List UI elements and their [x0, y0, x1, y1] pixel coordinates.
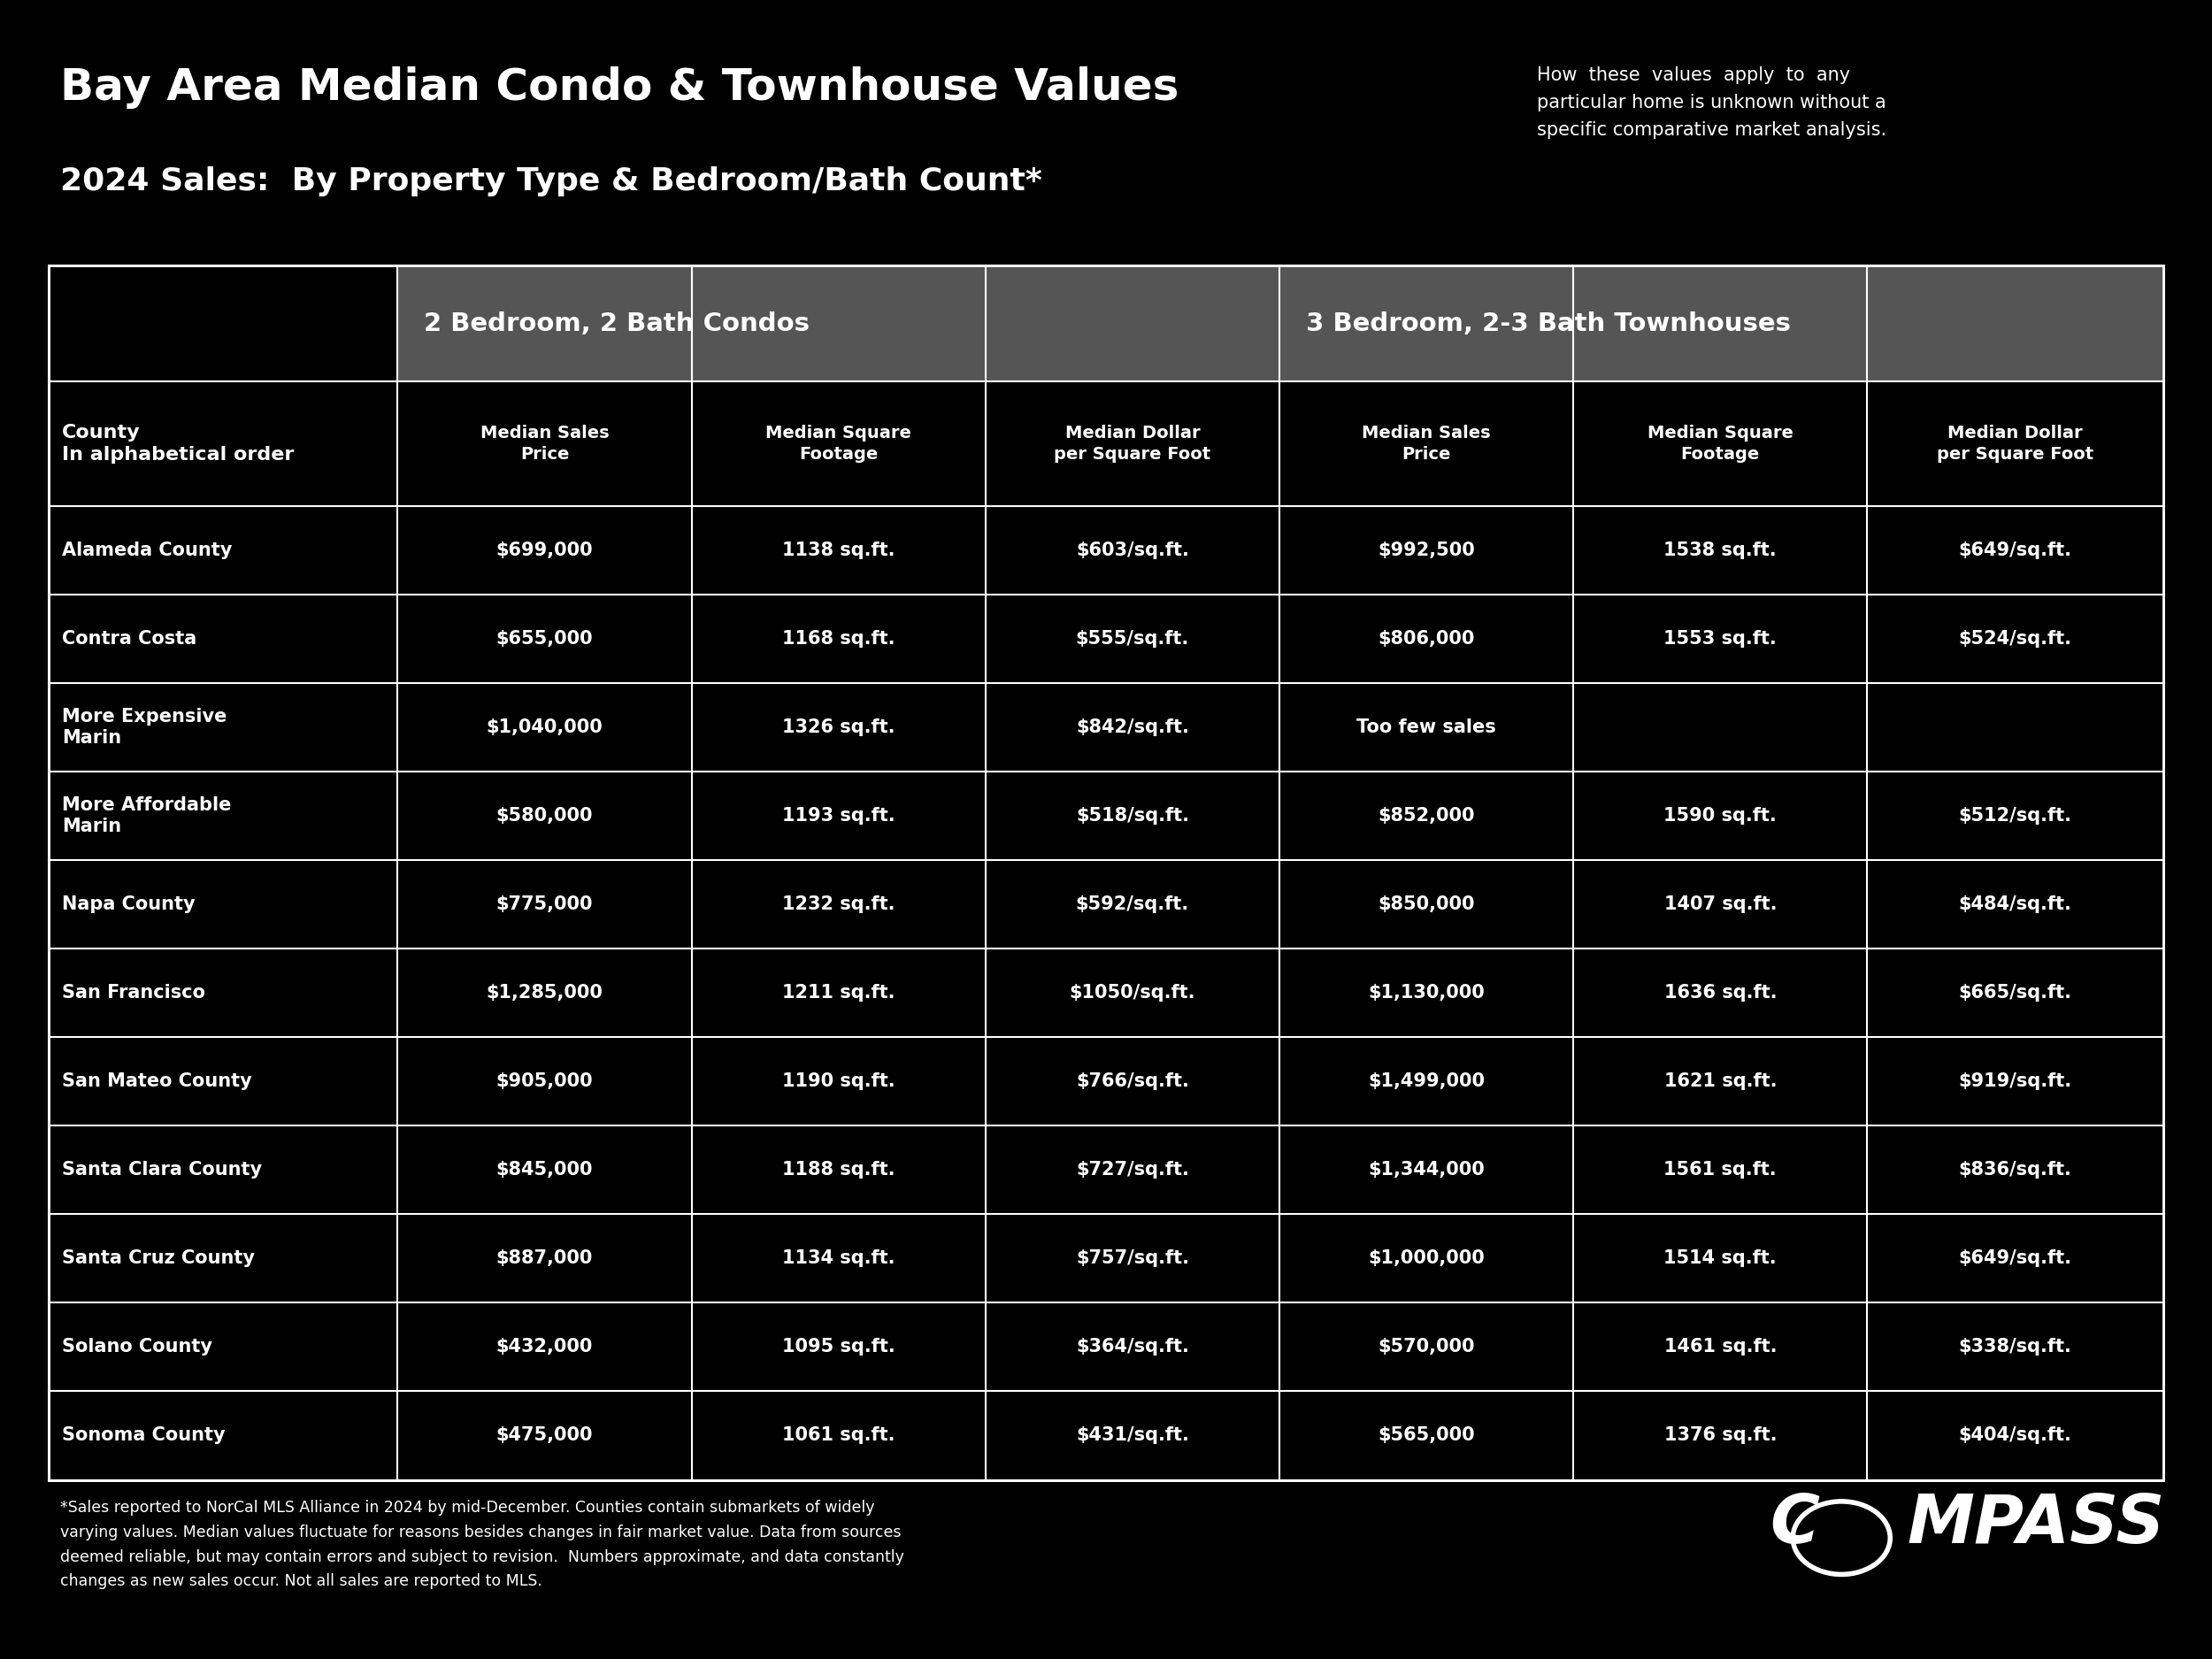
Text: Bay Area Median Condo & Townhouse Values: Bay Area Median Condo & Townhouse Values — [60, 66, 1179, 109]
Text: 1561 sq.ft.: 1561 sq.ft. — [1663, 1161, 1776, 1180]
Text: 1461 sq.ft.: 1461 sq.ft. — [1663, 1339, 1776, 1355]
Text: $518/sq.ft.: $518/sq.ft. — [1075, 806, 1190, 825]
Text: Napa County: Napa County — [62, 896, 195, 912]
Text: $649/sq.ft.: $649/sq.ft. — [1958, 1249, 2073, 1267]
Text: $592/sq.ft.: $592/sq.ft. — [1075, 896, 1190, 912]
Text: $1,344,000: $1,344,000 — [1367, 1161, 1484, 1180]
Text: Median Dollar
per Square Foot: Median Dollar per Square Foot — [1938, 425, 2095, 463]
Text: $836/sq.ft.: $836/sq.ft. — [1960, 1161, 2073, 1180]
Text: 1326 sq.ft.: 1326 sq.ft. — [783, 718, 896, 737]
Text: $484/sq.ft.: $484/sq.ft. — [1960, 896, 2073, 912]
Text: $1,499,000: $1,499,000 — [1367, 1073, 1484, 1090]
Text: Too few sales: Too few sales — [1356, 718, 1495, 737]
Text: *Sales reported to NorCal MLS Alliance in 2024 by mid-December. Counties contain: *Sales reported to NorCal MLS Alliance i… — [60, 1500, 905, 1589]
Text: $852,000: $852,000 — [1378, 806, 1475, 825]
Text: $570,000: $570,000 — [1378, 1339, 1475, 1355]
Text: $475,000: $475,000 — [495, 1427, 593, 1445]
Text: $766/sq.ft.: $766/sq.ft. — [1075, 1073, 1190, 1090]
Text: 1407 sq.ft.: 1407 sq.ft. — [1663, 896, 1776, 912]
Text: $655,000: $655,000 — [495, 630, 593, 647]
Text: Median Sales
Price: Median Sales Price — [1363, 425, 1491, 463]
Text: $1,130,000: $1,130,000 — [1367, 984, 1484, 1002]
Text: More Affordable
Marin: More Affordable Marin — [62, 796, 232, 836]
Text: How  these  values  apply  to  any
particular home is unknown without a
specific: How these values apply to any particular… — [1537, 66, 1887, 139]
Text: 1061 sq.ft.: 1061 sq.ft. — [783, 1427, 896, 1445]
Text: MPASS: MPASS — [1907, 1491, 2166, 1556]
Text: 1168 sq.ft.: 1168 sq.ft. — [783, 630, 896, 647]
Text: 1188 sq.ft.: 1188 sq.ft. — [783, 1161, 896, 1180]
Text: San Mateo County: San Mateo County — [62, 1073, 252, 1090]
Text: 2 Bedroom, 2 Bath Condos: 2 Bedroom, 2 Bath Condos — [425, 312, 810, 335]
Text: $1,000,000: $1,000,000 — [1367, 1249, 1484, 1267]
Text: $555/sq.ft.: $555/sq.ft. — [1075, 630, 1190, 647]
Text: $565,000: $565,000 — [1378, 1427, 1475, 1445]
Text: Median Sales
Price: Median Sales Price — [480, 425, 608, 463]
Text: $757/sq.ft.: $757/sq.ft. — [1075, 1249, 1190, 1267]
Text: $580,000: $580,000 — [495, 806, 593, 825]
Text: 1095 sq.ft.: 1095 sq.ft. — [783, 1339, 896, 1355]
Text: San Francisco: San Francisco — [62, 984, 206, 1002]
Text: 1138 sq.ft.: 1138 sq.ft. — [783, 541, 896, 559]
Text: $1050/sq.ft.: $1050/sq.ft. — [1068, 984, 1194, 1002]
Text: 2024 Sales:  By Property Type & Bedroom/Bath Count*: 2024 Sales: By Property Type & Bedroom/B… — [60, 166, 1042, 196]
Text: $905,000: $905,000 — [495, 1073, 593, 1090]
Text: $431/sq.ft.: $431/sq.ft. — [1075, 1427, 1190, 1445]
Text: $992,500: $992,500 — [1378, 541, 1475, 559]
Text: $919/sq.ft.: $919/sq.ft. — [1958, 1073, 2073, 1090]
Text: Santa Clara County: Santa Clara County — [62, 1161, 261, 1180]
Text: Solano County: Solano County — [62, 1339, 212, 1355]
Text: 1376 sq.ft.: 1376 sq.ft. — [1663, 1427, 1776, 1445]
Text: $1,040,000: $1,040,000 — [487, 718, 604, 737]
Text: Sonoma County: Sonoma County — [62, 1427, 226, 1445]
Text: 1193 sq.ft.: 1193 sq.ft. — [783, 806, 896, 825]
Text: $665/sq.ft.: $665/sq.ft. — [1958, 984, 2073, 1002]
Text: Contra Costa: Contra Costa — [62, 630, 197, 647]
Text: $850,000: $850,000 — [1378, 896, 1475, 912]
Text: Median Square
Footage: Median Square Footage — [1648, 425, 1794, 463]
Text: 1190 sq.ft.: 1190 sq.ft. — [783, 1073, 896, 1090]
Bar — [49, 265, 2163, 1480]
Text: $338/sq.ft.: $338/sq.ft. — [1960, 1339, 2073, 1355]
Text: 1232 sq.ft.: 1232 sq.ft. — [783, 896, 896, 912]
Text: 1636 sq.ft.: 1636 sq.ft. — [1663, 984, 1776, 1002]
Text: $404/sq.ft.: $404/sq.ft. — [1960, 1427, 2073, 1445]
Text: 1590 sq.ft.: 1590 sq.ft. — [1663, 806, 1776, 825]
Text: Alameda County: Alameda County — [62, 541, 232, 559]
Text: $806,000: $806,000 — [1378, 630, 1475, 647]
Text: Median Square
Footage: Median Square Footage — [765, 425, 911, 463]
Text: $845,000: $845,000 — [495, 1161, 593, 1180]
Text: $364/sq.ft.: $364/sq.ft. — [1075, 1339, 1190, 1355]
Text: 1514 sq.ft.: 1514 sq.ft. — [1663, 1249, 1776, 1267]
Text: $649/sq.ft.: $649/sq.ft. — [1958, 541, 2073, 559]
Text: C: C — [1770, 1491, 1818, 1556]
Text: 1621 sq.ft.: 1621 sq.ft. — [1663, 1073, 1776, 1090]
Bar — [398, 265, 1279, 382]
Text: $727/sq.ft.: $727/sq.ft. — [1075, 1161, 1190, 1180]
Text: $512/sq.ft.: $512/sq.ft. — [1958, 806, 2073, 825]
Text: More Expensive
Marin: More Expensive Marin — [62, 707, 228, 747]
Text: Median Dollar
per Square Foot: Median Dollar per Square Foot — [1055, 425, 1210, 463]
Text: $432,000: $432,000 — [495, 1339, 593, 1355]
Text: $524/sq.ft.: $524/sq.ft. — [1958, 630, 2073, 647]
Text: $603/sq.ft.: $603/sq.ft. — [1075, 541, 1190, 559]
Text: County
In alphabetical order: County In alphabetical order — [62, 423, 294, 465]
Text: 1553 sq.ft.: 1553 sq.ft. — [1663, 630, 1776, 647]
Text: Santa Cruz County: Santa Cruz County — [62, 1249, 254, 1267]
Text: $1,285,000: $1,285,000 — [487, 984, 604, 1002]
Text: $887,000: $887,000 — [495, 1249, 593, 1267]
Text: 1134 sq.ft.: 1134 sq.ft. — [783, 1249, 896, 1267]
Text: $699,000: $699,000 — [495, 541, 593, 559]
Text: $842/sq.ft.: $842/sq.ft. — [1075, 718, 1190, 737]
Text: 1538 sq.ft.: 1538 sq.ft. — [1663, 541, 1776, 559]
Text: $775,000: $775,000 — [495, 896, 593, 912]
Text: 1211 sq.ft.: 1211 sq.ft. — [783, 984, 896, 1002]
Text: 3 Bedroom, 2-3 Bath Townhouses: 3 Bedroom, 2-3 Bath Townhouses — [1305, 312, 1792, 335]
Bar — [1279, 265, 2163, 382]
